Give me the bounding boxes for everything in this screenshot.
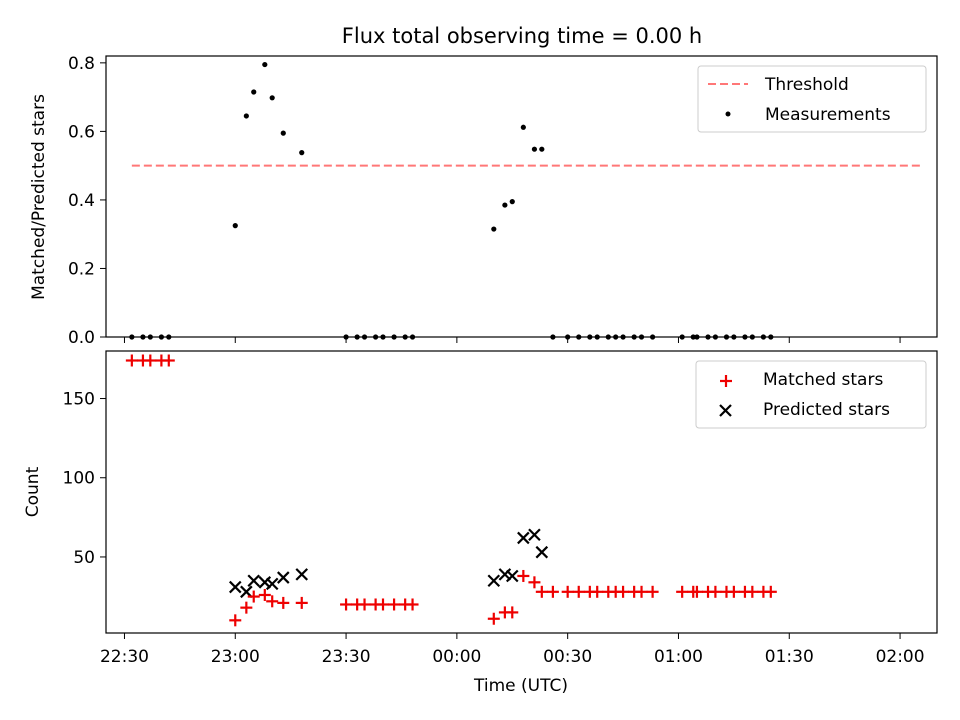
x-tick-label: 23:00 xyxy=(211,647,260,667)
top-panel: 0.00.20.40.60.8 Matched/Predicted stars … xyxy=(29,54,938,348)
y-tick-label: 0.6 xyxy=(68,122,95,142)
legend-predicted-label: Predicted stars xyxy=(763,400,890,420)
x-tick-label: 00:30 xyxy=(543,647,592,667)
bottom-ylabel: Count xyxy=(23,466,43,517)
figure-title: Flux total observing time = 0.00 h xyxy=(342,24,702,48)
matched-point xyxy=(676,585,689,598)
x-tick-label: 01:30 xyxy=(765,647,814,667)
bottom-panel: 50 100 150 22:30 23:00 23:30 00:00 00:30 01:00 0… xyxy=(23,350,938,696)
matched-point xyxy=(240,601,253,614)
measurement-point xyxy=(251,89,257,95)
measurement-point xyxy=(299,150,305,156)
bottom-yticks: 50 100 150 xyxy=(63,390,106,568)
predicted-point xyxy=(487,574,501,587)
bottom-xlabel: Time (UTC) xyxy=(473,676,568,696)
top-xticks xyxy=(123,337,901,343)
matched-point xyxy=(358,598,371,611)
matched-point xyxy=(388,598,401,611)
matched-point xyxy=(125,354,138,367)
x-tick-label: 00:00 xyxy=(432,647,481,667)
bottom-predicted-layer xyxy=(228,528,549,599)
y-tick-label: 150 xyxy=(63,390,95,410)
measurement-point xyxy=(531,146,538,152)
legend-measurements-label: Measurements xyxy=(765,105,891,125)
matched-point xyxy=(258,588,271,601)
y-tick-label: 100 xyxy=(63,469,95,489)
top-legend-box xyxy=(697,65,927,133)
y-tick-label: 50 xyxy=(73,548,95,568)
matched-point xyxy=(247,590,260,603)
x-tick-label: 22:30 xyxy=(100,647,149,667)
measurement-point xyxy=(262,61,268,68)
y-tick-label: 0.4 xyxy=(68,191,95,211)
measurement-point xyxy=(509,199,515,205)
matched-point xyxy=(746,585,759,598)
y-tick-label: 0.0 xyxy=(68,328,95,348)
matched-point xyxy=(229,614,242,627)
predicted-point xyxy=(505,569,519,583)
legend-predicted-swatch xyxy=(719,404,732,417)
matched-point xyxy=(266,595,279,608)
measurement-point xyxy=(269,95,275,101)
legend-matched-swatch xyxy=(720,375,732,387)
measurement-point xyxy=(539,146,545,152)
matched-point xyxy=(591,585,604,598)
bottom-axes-frame xyxy=(105,350,938,634)
predicted-point xyxy=(528,528,541,542)
measurement-point xyxy=(491,226,497,232)
matched-point xyxy=(162,354,175,367)
matched-point xyxy=(506,606,519,619)
top-yticks: 0.0 0.2 0.4 0.6 0.8 xyxy=(68,54,106,348)
legend-matched-label: Matched stars xyxy=(763,370,883,390)
matched-point xyxy=(517,569,530,582)
bottom-matched-layer xyxy=(125,354,777,627)
predicted-point xyxy=(295,568,309,581)
matched-point xyxy=(406,598,419,611)
matched-point xyxy=(709,585,722,598)
matched-point xyxy=(277,596,290,609)
matched-point xyxy=(377,598,389,611)
x-tick-label: 02:00 xyxy=(876,647,925,667)
predicted-point xyxy=(535,545,549,559)
y-tick-label: 0.8 xyxy=(68,54,95,74)
bottom-legend-box xyxy=(695,360,927,429)
bottom-xticks: 22:30 23:00 23:30 00:00 00:30 01:00 01:30 02:00 xyxy=(100,633,925,667)
x-tick-label: 23:30 xyxy=(322,647,371,667)
top-ylabel: Matched/Predicted stars xyxy=(29,94,49,300)
predicted-point xyxy=(277,571,290,584)
bottom-legend: Matched stars Predicted stars xyxy=(695,360,927,429)
predicted-point xyxy=(228,580,242,594)
matched-point xyxy=(646,585,659,598)
top-legend: Threshold Measurements xyxy=(697,65,927,133)
matched-point xyxy=(528,576,541,589)
matched-point xyxy=(535,585,548,598)
measurement-point xyxy=(243,113,249,119)
matched-point xyxy=(487,612,500,625)
matched-point xyxy=(764,585,777,598)
predicted-point xyxy=(265,577,279,591)
matched-point xyxy=(635,585,648,598)
predicted-point xyxy=(517,531,530,545)
matched-point xyxy=(546,585,559,598)
matched-point xyxy=(727,585,740,598)
measurement-point xyxy=(502,202,508,208)
x-tick-label: 01:00 xyxy=(654,647,703,667)
measurement-point xyxy=(232,223,238,229)
matched-point xyxy=(572,585,585,598)
matched-point xyxy=(617,585,630,598)
measurement-point xyxy=(280,130,286,136)
matched-point xyxy=(340,598,353,611)
top-axes-frame xyxy=(105,55,938,338)
matched-point xyxy=(561,585,574,598)
top-measurements-layer xyxy=(129,61,774,340)
matched-point xyxy=(690,585,703,598)
legend-measurements-swatch xyxy=(725,111,731,117)
predicted-point xyxy=(247,574,261,587)
measurement-point xyxy=(520,124,526,130)
legend-threshold-label: Threshold xyxy=(764,75,849,95)
y-tick-label: 0.2 xyxy=(68,259,95,279)
matched-point xyxy=(144,354,157,367)
matched-point xyxy=(295,596,308,609)
